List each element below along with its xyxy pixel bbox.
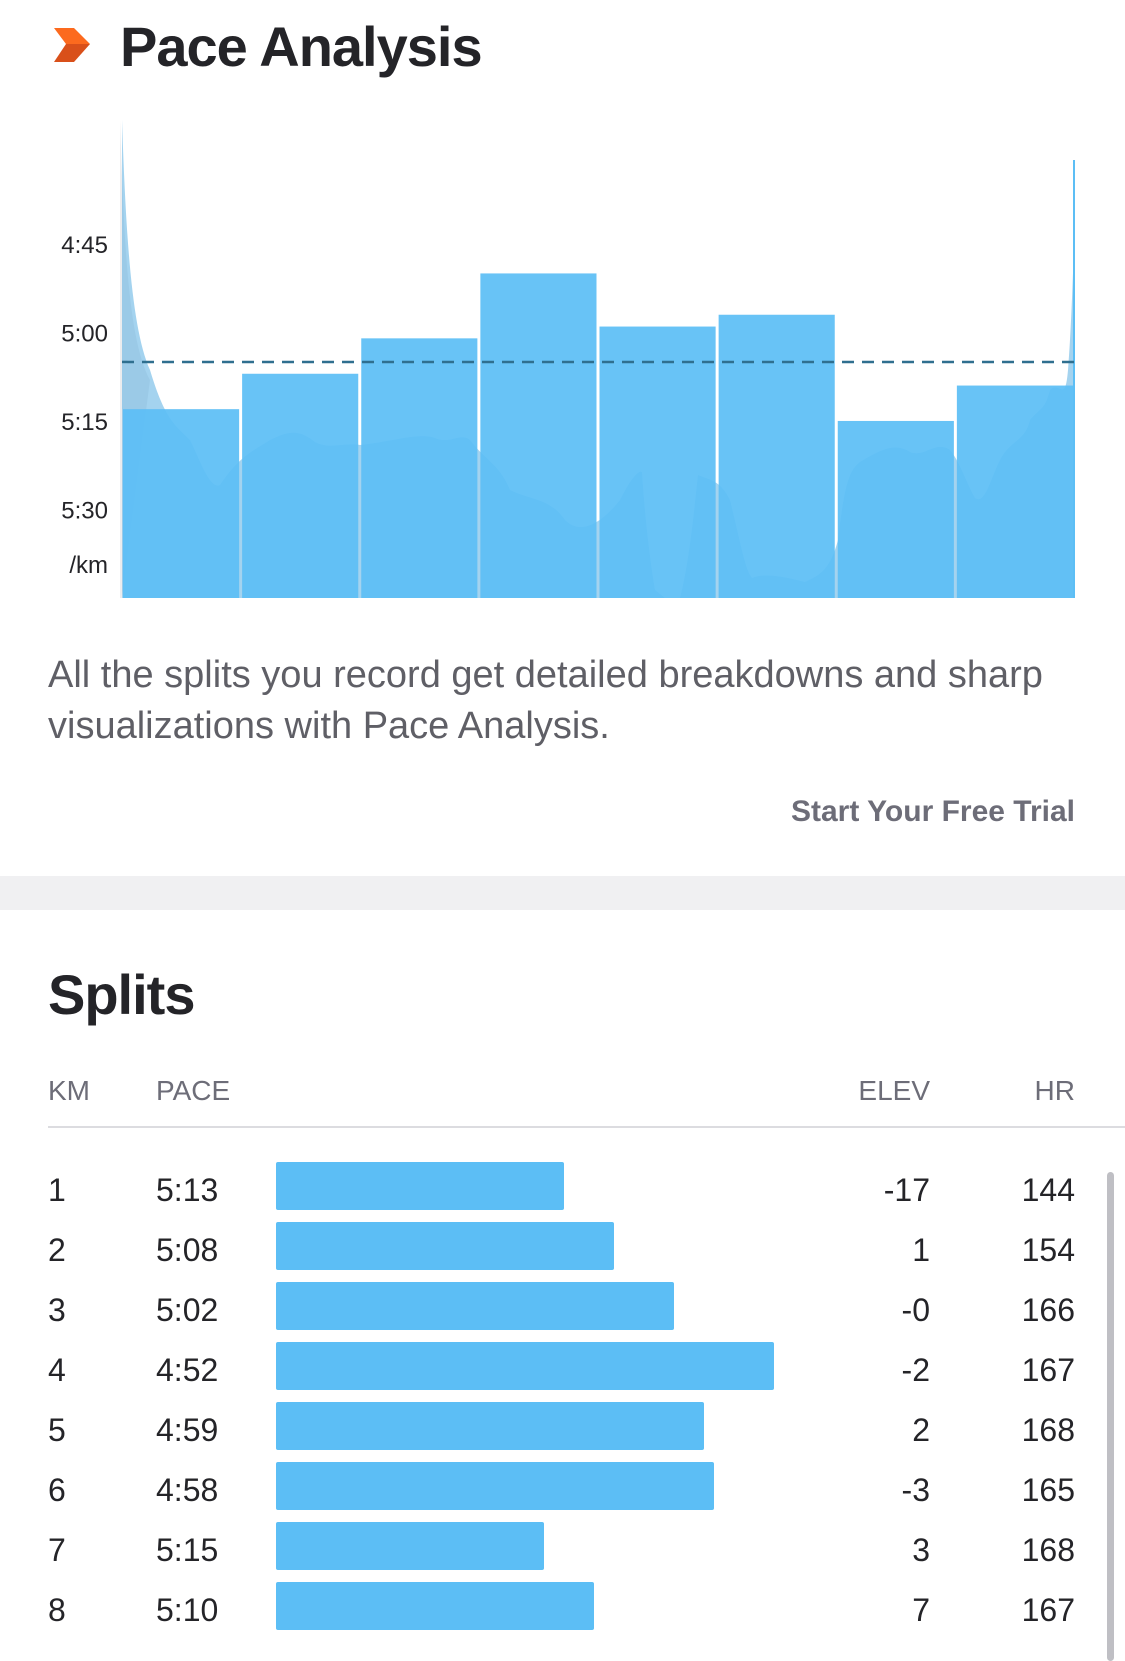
pace-analysis-section: Pace Analysis 4:45 5:00 5:15 5:30/km All th… (48, 10, 1075, 828)
split-pace-bar (276, 1462, 714, 1510)
pace-bar (480, 273, 597, 598)
pace-bar (242, 373, 359, 598)
splits-header-row: KM PACE ELEV HR (0, 1075, 1125, 1106)
split-heart-rate: 167 (1021, 1352, 1075, 1388)
pace-bar (361, 338, 478, 598)
split-heart-rate: 168 (1021, 1532, 1075, 1568)
table-row: 7 5:15 3 168 (0, 1520, 1125, 1580)
scrollbar[interactable] (1107, 1172, 1114, 1661)
split-heart-rate: 154 (1021, 1232, 1075, 1268)
table-row: 3 5:02 -0 166 (0, 1280, 1125, 1340)
column-header-hr: HR (1034, 1075, 1075, 1106)
split-pace-bar (276, 1342, 774, 1390)
split-pace-bar (276, 1222, 614, 1270)
split-km: 3 (48, 1292, 66, 1328)
table-row: 5 4:59 2 168 (0, 1400, 1125, 1460)
splits-title: Splits (48, 963, 195, 1026)
split-elevation: 2 (912, 1412, 930, 1448)
split-heart-rate: 166 (1021, 1292, 1075, 1328)
pace-bar (837, 420, 954, 598)
pace-trace-area (122, 120, 1075, 598)
split-heart-rate: 167 (1021, 1592, 1075, 1628)
split-pace: 4:52 (156, 1352, 219, 1388)
table-row: 8 5:10 7 167 (0, 1580, 1125, 1640)
table-row: 6 4:58 -3 165 (0, 1460, 1125, 1520)
column-header-pace: PACE (156, 1075, 231, 1106)
split-pace-bar (276, 1522, 544, 1570)
split-elevation: 1 (912, 1232, 930, 1268)
pace-bar (718, 314, 835, 598)
pace-analysis-description: All the splits you record get detailed b… (48, 654, 1043, 747)
split-elevation: -3 (901, 1472, 930, 1508)
y-tick-label: 5:15 (61, 409, 108, 436)
split-km: 8 (48, 1592, 66, 1628)
split-pace: 5:02 (156, 1292, 219, 1328)
pace-bar (956, 385, 1073, 598)
splits-section: Splits KM PACE ELEV HR 1 5:13 -17 144 2 5:08 1… (0, 910, 1125, 1661)
column-header-elev: ELEV (858, 1075, 930, 1106)
split-pace: 4:59 (156, 1412, 219, 1448)
split-elevation: -2 (901, 1352, 930, 1388)
split-pace: 5:08 (156, 1232, 219, 1268)
split-km: 7 (48, 1532, 66, 1568)
y-tick-label: 5:00 (61, 320, 108, 347)
split-pace-bar (276, 1162, 564, 1210)
y-tick-label: 4:45 (61, 232, 108, 259)
page-title: Pace Analysis (120, 14, 483, 78)
split-elevation: -17 (883, 1172, 930, 1208)
split-pace-bar (276, 1282, 674, 1330)
start-free-trial-link[interactable]: Start Your Free Trial (791, 795, 1075, 828)
pace-bar (599, 326, 716, 598)
table-row: 2 5:08 1 154 (0, 1220, 1125, 1280)
split-heart-rate: 144 (1021, 1172, 1075, 1208)
split-km: 1 (48, 1172, 66, 1208)
split-pace: 5:15 (156, 1532, 219, 1568)
split-elevation: 3 (912, 1532, 930, 1568)
split-km: 5 (48, 1412, 66, 1448)
pace-bar (123, 409, 240, 598)
split-pace: 4:58 (156, 1472, 219, 1508)
pace-analysis-header: Pace Analysis (50, 10, 483, 82)
column-header-km: KM (48, 1075, 90, 1106)
split-heart-rate: 165 (1021, 1472, 1075, 1508)
y-axis-unit-label: /km (69, 552, 108, 579)
section-divider (0, 876, 1125, 910)
split-pace: 5:10 (156, 1592, 219, 1628)
table-row: 4 4:52 -2 167 (0, 1340, 1125, 1400)
split-km: 6 (48, 1472, 66, 1508)
pace-chart: 4:45 5:00 5:15 5:30/km (61, 120, 1075, 598)
split-elevation: 7 (912, 1592, 930, 1628)
split-pace-bar (276, 1582, 594, 1630)
split-heart-rate: 168 (1021, 1412, 1075, 1448)
split-pace-bar (276, 1402, 704, 1450)
split-km: 2 (48, 1232, 66, 1268)
strava-chevron-icon (54, 28, 90, 62)
table-row: 1 5:13 -17 144 (0, 1160, 1125, 1220)
y-tick-label: 5:30 (61, 497, 108, 524)
split-elevation: -0 (901, 1292, 930, 1328)
header-divider (48, 1126, 1125, 1128)
split-km: 4 (48, 1352, 66, 1388)
split-pace: 5:13 (156, 1172, 219, 1208)
